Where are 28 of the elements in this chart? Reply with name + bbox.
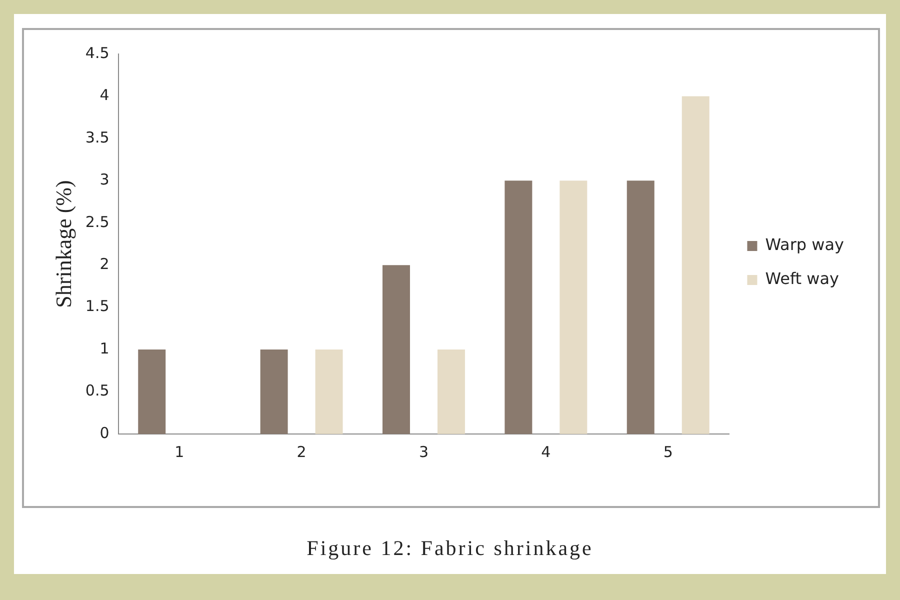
x-tick-label: 1 (174, 442, 184, 461)
bar (437, 350, 465, 434)
y-tick-label: 3.5 (85, 128, 110, 146)
x-tick-label: 3 (418, 442, 429, 461)
y-tick-label: 1.5 (85, 297, 110, 316)
y-tick-label: 2 (100, 255, 110, 273)
bar (382, 265, 410, 434)
bar (315, 350, 343, 434)
y-tick-label: 3 (100, 170, 110, 189)
x-tick-label: 5 (663, 442, 673, 461)
bar (138, 350, 166, 434)
x-tick-label: 4 (541, 442, 551, 461)
bar (682, 96, 710, 434)
caption: Figure 12: Fabric shrinkage (306, 536, 594, 561)
bar (560, 180, 588, 434)
y-tick-label: 4.5 (85, 44, 110, 62)
y-tick-label: 0 (100, 424, 110, 442)
y-tick-label: 4 (100, 86, 110, 104)
bar (260, 350, 288, 434)
legend-label: Weft way (765, 269, 840, 288)
y-tick-label: 2.5 (85, 212, 110, 231)
bar (626, 180, 654, 434)
y-tick-label: 1 (100, 339, 110, 358)
legend-label: Warp way (765, 235, 844, 254)
y-tick-label: 0.5 (85, 382, 110, 400)
y-axis-title: Shrinkage (%) (50, 180, 76, 308)
bar (504, 180, 532, 434)
x-tick-label: 2 (296, 442, 306, 461)
